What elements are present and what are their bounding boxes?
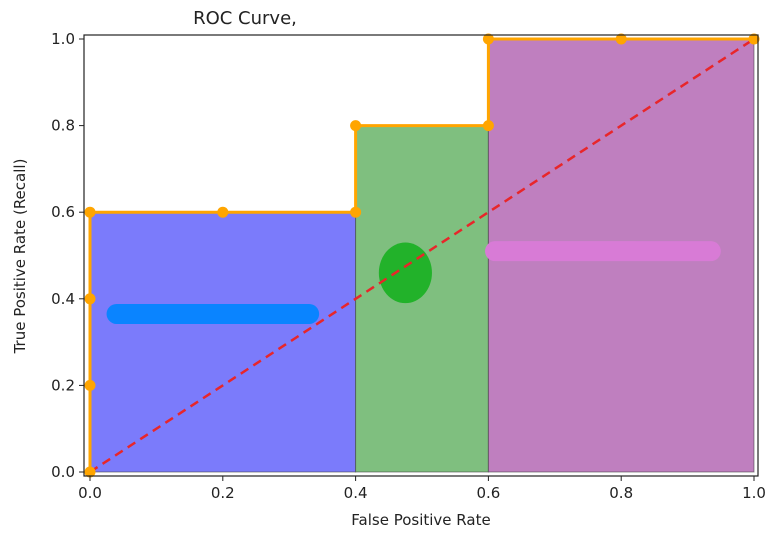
auc-region-1	[89, 211, 357, 473]
roc-point-8	[482, 120, 494, 132]
roc-point-9	[482, 33, 494, 45]
roc-point-2	[84, 379, 96, 391]
roc-point-5	[217, 206, 229, 218]
y-tick-label: 0.6	[51, 203, 75, 221]
y-axis-title: True Positive Rate (Recall)	[11, 159, 29, 355]
annotation-blob-2	[378, 242, 432, 304]
x-tick-label: 0.6	[476, 484, 500, 502]
y-tick-label: 0.0	[51, 463, 75, 481]
roc-point-11	[748, 33, 760, 45]
auc-region-2	[355, 125, 489, 473]
y-tick-label: 0.4	[51, 290, 75, 308]
roc-markers	[84, 33, 760, 478]
y-tick-label: 1.0	[51, 30, 75, 48]
plot-frame	[83, 34, 759, 477]
x-tick-label: 0.4	[344, 484, 368, 502]
x-tick-label: 0.0	[78, 484, 102, 502]
x-tick-label: 0.2	[211, 484, 235, 502]
y-axis: 0.0 0.2 0.4 0.6 0.8 1.0	[51, 30, 84, 481]
x-tick-label: 0.8	[609, 484, 633, 502]
roc-point-7	[350, 120, 362, 132]
x-tick-label: 1.0	[742, 484, 766, 502]
random-classifier-line	[89, 37, 755, 474]
chart-title: ROC Curve,	[193, 8, 297, 29]
roc-point-3	[84, 293, 96, 305]
roc-point-1	[84, 466, 96, 478]
x-axis: 0.0 0.2 0.4 0.6 0.8 1.0	[78, 476, 766, 502]
y-tick-label: 0.2	[51, 376, 75, 394]
roc-point-6	[350, 206, 362, 218]
diagonal-line	[89, 37, 755, 474]
y-tick-label: 0.8	[51, 117, 75, 135]
roc-point-10	[615, 33, 627, 45]
x-axis-title: False Positive Rate	[351, 511, 490, 529]
roc-point-4	[84, 206, 96, 218]
